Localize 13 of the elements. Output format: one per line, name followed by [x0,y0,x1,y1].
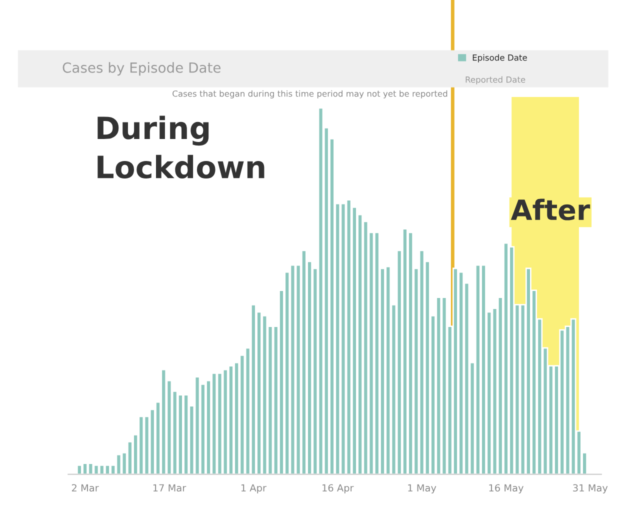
x-tick-label: 1 May [408,484,436,494]
x-tick-label: 16 Apr [322,484,354,494]
x-tick-label: 2 Mar [72,484,99,492]
chart-title: Cases by Episode Date [62,62,221,76]
annotation: During Lockdown [98,116,264,179]
x-tick-label: 16 May [489,484,524,494]
chart-subtitle: Cases that began during this time period may not yet be reported [172,90,448,98]
x-tick-label: 1 Apr [241,484,266,494]
annotation: After [510,198,590,220]
x-tick-label: 31 May [573,484,608,494]
x-tick-label: 17 Mar [153,484,186,492]
text: Reported Date [466,76,526,84]
legend-label: Episode Date [472,54,527,62]
